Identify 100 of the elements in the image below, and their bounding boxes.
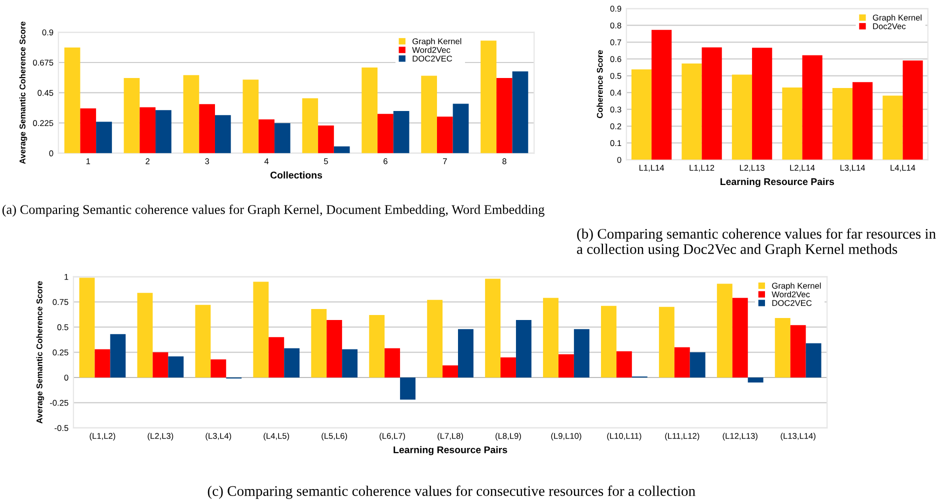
y-tick-label: 0.6	[610, 56, 622, 62]
bar	[156, 110, 172, 154]
bar	[79, 278, 95, 378]
bar	[284, 348, 300, 378]
y-tick-label: 0.225	[33, 120, 54, 126]
x-tick-label: (L2,L3)	[148, 432, 174, 441]
x-tick-label: L2,L14	[790, 164, 815, 172]
bar	[480, 40, 496, 154]
y-tick-label: 0.2	[610, 123, 622, 130]
bar	[400, 377, 416, 400]
x-axis-title: Learning Resource Pairs	[394, 446, 508, 456]
y-tick-label: -0.25	[50, 400, 68, 406]
x-tick-label: L3,L14	[840, 164, 866, 172]
y-tick-label: 0.9	[610, 6, 622, 12]
bar	[274, 123, 290, 154]
bar	[421, 76, 437, 154]
y-tick-label: 0.675	[33, 60, 54, 66]
x-tick-label: (L9,L10)	[551, 432, 582, 441]
x-axis-title: Collections	[270, 171, 322, 179]
y-axis-title: Average Semantic Coherence Score	[19, 22, 28, 164]
x-tick-label: (L3,L4)	[206, 432, 232, 441]
y-tick-label: 0.5	[57, 324, 68, 330]
bar	[242, 80, 259, 154]
bar	[214, 115, 231, 154]
bar	[774, 318, 790, 378]
bar	[318, 126, 334, 154]
bar	[782, 88, 802, 160]
legend-label: Graph Kernel	[872, 14, 922, 22]
legend-label: Doc2Vec	[873, 23, 906, 30]
bar	[631, 69, 652, 160]
bar	[732, 74, 752, 160]
x-tick-label: 2	[146, 158, 150, 164]
bar	[183, 75, 200, 154]
x-tick-label: 3	[205, 158, 210, 164]
x-tick-label: (L5,L6)	[322, 432, 348, 441]
x-tick-label: L2,L13	[740, 164, 764, 172]
bar	[458, 329, 474, 378]
y-tick-label: -0.5	[54, 425, 68, 431]
bar	[137, 292, 153, 378]
bar	[682, 64, 702, 160]
legend-label: Graph Kernel	[412, 38, 462, 46]
x-tick-label: (L7,L8)	[438, 432, 463, 441]
bar	[378, 114, 394, 154]
y-tick-label: 0.9	[42, 29, 54, 36]
legend-label: Word2Vec	[772, 291, 810, 298]
text: (b) Comparing semantic coherence values for far resources in a collection using Doc2Vec and Graph Kernel methods	[577, 228, 936, 258]
bar	[393, 111, 410, 154]
bar	[690, 352, 706, 378]
x-tick-label: (L1,L2)	[90, 432, 116, 441]
x-tick-label: (L4,L5)	[264, 432, 290, 441]
x-tick-label: 7	[443, 158, 447, 164]
y-tick-label: 0.3	[610, 106, 622, 112]
text: (c) Comparing semantic coherence values for consecutive resources for a collection	[208, 486, 696, 499]
bar	[702, 47, 722, 160]
bar	[110, 334, 126, 378]
x-tick-label: 8	[502, 158, 506, 164]
bar	[616, 351, 632, 378]
bar	[485, 278, 501, 378]
bar	[806, 343, 822, 378]
bar	[496, 78, 512, 154]
x-tick-label: L1,L12	[690, 164, 714, 172]
x-tick-label: 5	[324, 158, 328, 164]
bar	[543, 298, 558, 378]
bar	[268, 337, 284, 378]
bar	[369, 315, 385, 378]
y-tick-label: 0.25	[52, 349, 68, 356]
bar	[790, 325, 806, 378]
legend-label: Word2Vec	[412, 46, 450, 53]
y-tick-label: 0	[64, 374, 68, 381]
bar	[748, 377, 764, 383]
x-tick-label: (L11,L12)	[665, 432, 700, 441]
x-tick-label: (L6,L7)	[380, 432, 405, 441]
bar	[94, 349, 110, 378]
bar	[436, 116, 453, 154]
bar	[658, 306, 674, 378]
bar	[427, 300, 443, 378]
bar	[574, 329, 590, 378]
x-tick-label: 4	[264, 158, 269, 164]
bar	[674, 347, 690, 378]
bar	[558, 354, 574, 378]
x-axis-title: Learning Resource Pairs	[720, 178, 834, 188]
y-tick-label: 0.8	[610, 22, 622, 28]
y-axis-title: Coherence Score	[596, 50, 603, 118]
x-tick-label: (L8,L9)	[496, 432, 521, 441]
bar	[258, 119, 274, 154]
bar	[96, 122, 112, 154]
bar	[168, 356, 184, 378]
y-tick-label: 0.4	[610, 90, 622, 96]
bar	[732, 298, 748, 378]
y-axis-title: Average Semantic Coherence Score	[36, 281, 44, 424]
bar	[302, 98, 318, 154]
bar	[652, 30, 672, 160]
bar	[600, 306, 616, 378]
x-tick-label: (L13,L14)	[780, 432, 816, 441]
bar	[882, 96, 903, 160]
x-tick-label: 6	[384, 158, 388, 164]
legend-label: DOC2VEC	[412, 56, 452, 62]
bar	[334, 146, 350, 154]
bar	[253, 282, 269, 378]
x-tick-label: L1,L14	[639, 164, 664, 172]
